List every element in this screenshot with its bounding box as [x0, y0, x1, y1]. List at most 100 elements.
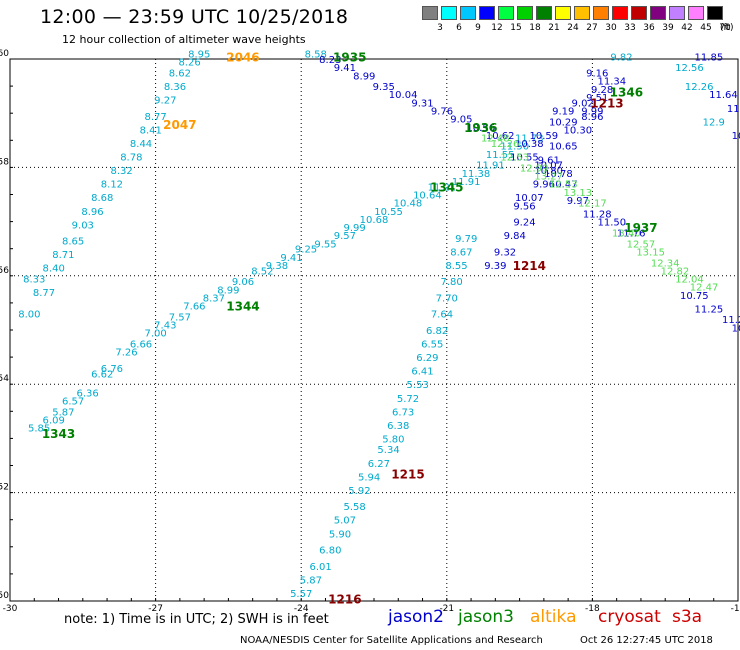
pass-time-label: 1343: [42, 427, 75, 441]
wave-height-value: 7.43: [154, 321, 176, 332]
wave-height-value: 8.36: [164, 82, 186, 93]
color-scale: 3 6 9 12 15 18 21 24 27 30 33 36 39 42 45 70 (ft): [422, 6, 740, 36]
wave-height-value: 8.99: [217, 285, 239, 296]
wave-height-value: 10.29: [549, 117, 578, 128]
wave-height-value: 8.65: [62, 237, 84, 248]
wave-height-value: 8.55: [445, 261, 467, 272]
wave-height-value: 8.44: [130, 139, 152, 150]
wave-height-value: 8.77: [33, 288, 55, 299]
wave-height-value: 9.57: [334, 231, 356, 242]
wave-height-value: 8.96: [581, 112, 603, 123]
wave-height-value: 9.38: [266, 261, 288, 272]
wave-height-value: 9.16: [586, 69, 608, 80]
scale-tick: 70: [719, 23, 731, 33]
wave-height-value: 7.57: [169, 312, 191, 323]
wave-height-value: 8.52: [251, 266, 273, 277]
wave-height-value: 9.82: [610, 52, 632, 63]
wave-height-value: 13.13: [564, 188, 593, 199]
scale-tick: 3: [437, 23, 443, 33]
wave-height-value: 6.29: [416, 353, 438, 364]
scale-swatch: [441, 6, 457, 20]
wave-height-value: 12.26: [491, 139, 520, 150]
wave-height-value: 8.67: [450, 247, 472, 258]
satellite-legend-item: jason2: [388, 607, 444, 627]
wave-height-value: 12.48: [481, 134, 510, 145]
wave-height-value: 10.80: [534, 166, 563, 177]
page-subtitle: 12 hour collection of altimeter wave hei…: [62, 33, 306, 46]
wave-height-value: 6.73: [392, 407, 414, 418]
wave-height-value: 11.2: [722, 315, 740, 326]
wave-height-value: 10.75: [680, 291, 709, 302]
wave-height-value: 5.87: [52, 407, 74, 418]
wave-height-value: 5.58: [343, 502, 365, 513]
wave-height-value: 9.25: [295, 245, 317, 256]
wave-height-value: 12.17: [578, 199, 607, 210]
wave-height-value: 10.55: [510, 153, 539, 164]
wave-height-value: 12.57: [627, 239, 656, 250]
lon-tick-label: -30: [3, 604, 18, 614]
wave-height-value: 7.80: [441, 277, 463, 288]
wave-height-value: 7.00: [144, 329, 166, 340]
wave-height-value: 10.47: [549, 180, 578, 191]
wave-height-value: 12.34: [651, 258, 680, 269]
wave-height-value: 6.76: [101, 364, 123, 375]
pass-time-label: 1213: [590, 96, 623, 110]
wave-height-value: 9.97: [567, 196, 589, 207]
wave-height-value: 9.03: [72, 220, 94, 231]
lon-tick-label: -24: [294, 604, 309, 614]
scale-swatch: [555, 6, 571, 20]
wave-height-value: 11.55: [486, 150, 515, 161]
wave-height-value: 10.56: [466, 123, 495, 134]
wave-height-value: 10.55: [374, 207, 403, 218]
satellite-legend-item: altika: [530, 607, 577, 627]
wave-height-value: 5.34: [377, 445, 399, 456]
wave-height-value: 13.27: [534, 172, 563, 183]
wave-height-value: 6.57: [62, 396, 84, 407]
wave-height-value: 7.70: [436, 293, 458, 304]
wave-height-value: 8.99: [353, 71, 375, 82]
wave-height-value: 10.38: [515, 139, 544, 150]
wave-height-value: 6.38: [387, 421, 409, 432]
satellite-legend-item: cryosat: [598, 607, 661, 627]
lat-tick-label: 54: [0, 374, 9, 384]
wave-height-value: 9.32: [494, 247, 516, 258]
scale-tick: 24: [567, 23, 579, 33]
wave-height-value: 10.30: [564, 125, 593, 136]
scale-tick: 33: [624, 23, 636, 33]
wave-height-value: 9.02: [572, 98, 594, 109]
wave-height-value: 8.41: [140, 125, 162, 136]
wave-height-value: 8.95: [188, 50, 210, 61]
wave-height-value: 5.07: [334, 516, 356, 527]
wave-height-value: 9.99: [581, 106, 603, 117]
wave-height-value: 10: [732, 131, 740, 142]
wave-height-value: 10.78: [544, 169, 573, 180]
lat-tick-label: 50: [0, 591, 9, 601]
wave-height-value: 8.37: [203, 293, 225, 304]
lon-tick-label: -27: [148, 604, 163, 614]
wave-height-value: 8.23: [319, 55, 341, 66]
lat-tick-label: 60: [0, 49, 9, 59]
wave-height-value: 11.8: [727, 104, 740, 115]
scale-tick: 9: [475, 23, 481, 33]
wave-height-value: 5.72: [397, 394, 419, 405]
wave-height-value: 8.62: [169, 69, 191, 80]
wave-height-value: 11.85: [695, 52, 724, 63]
scale-tick: 15: [510, 23, 522, 33]
scale-swatch: [612, 6, 628, 20]
wave-height-value: 11.73: [515, 134, 544, 145]
wave-height-value: 12.26: [685, 82, 714, 93]
scale-swatch: [650, 6, 666, 20]
wave-height-value: 9.39: [484, 261, 506, 272]
wave-height-value: 5.94: [358, 472, 380, 483]
wave-height-value: 11.21: [428, 182, 457, 193]
lat-tick-label: 56: [0, 266, 9, 276]
wave-height-points: 5.856.095.876.576.366.626.767.266.667.00…: [18, 50, 740, 600]
wave-height-value: 8.26: [178, 58, 200, 69]
scale-swatch: [707, 6, 723, 20]
scale-swatch: [517, 6, 533, 20]
scale-swatch: [498, 6, 514, 20]
scale-swatch: [574, 6, 590, 20]
wave-height-value: 8.71: [52, 250, 74, 261]
wave-height-value: 10.64: [413, 191, 442, 202]
wave-height-value: 10.65: [549, 142, 578, 153]
